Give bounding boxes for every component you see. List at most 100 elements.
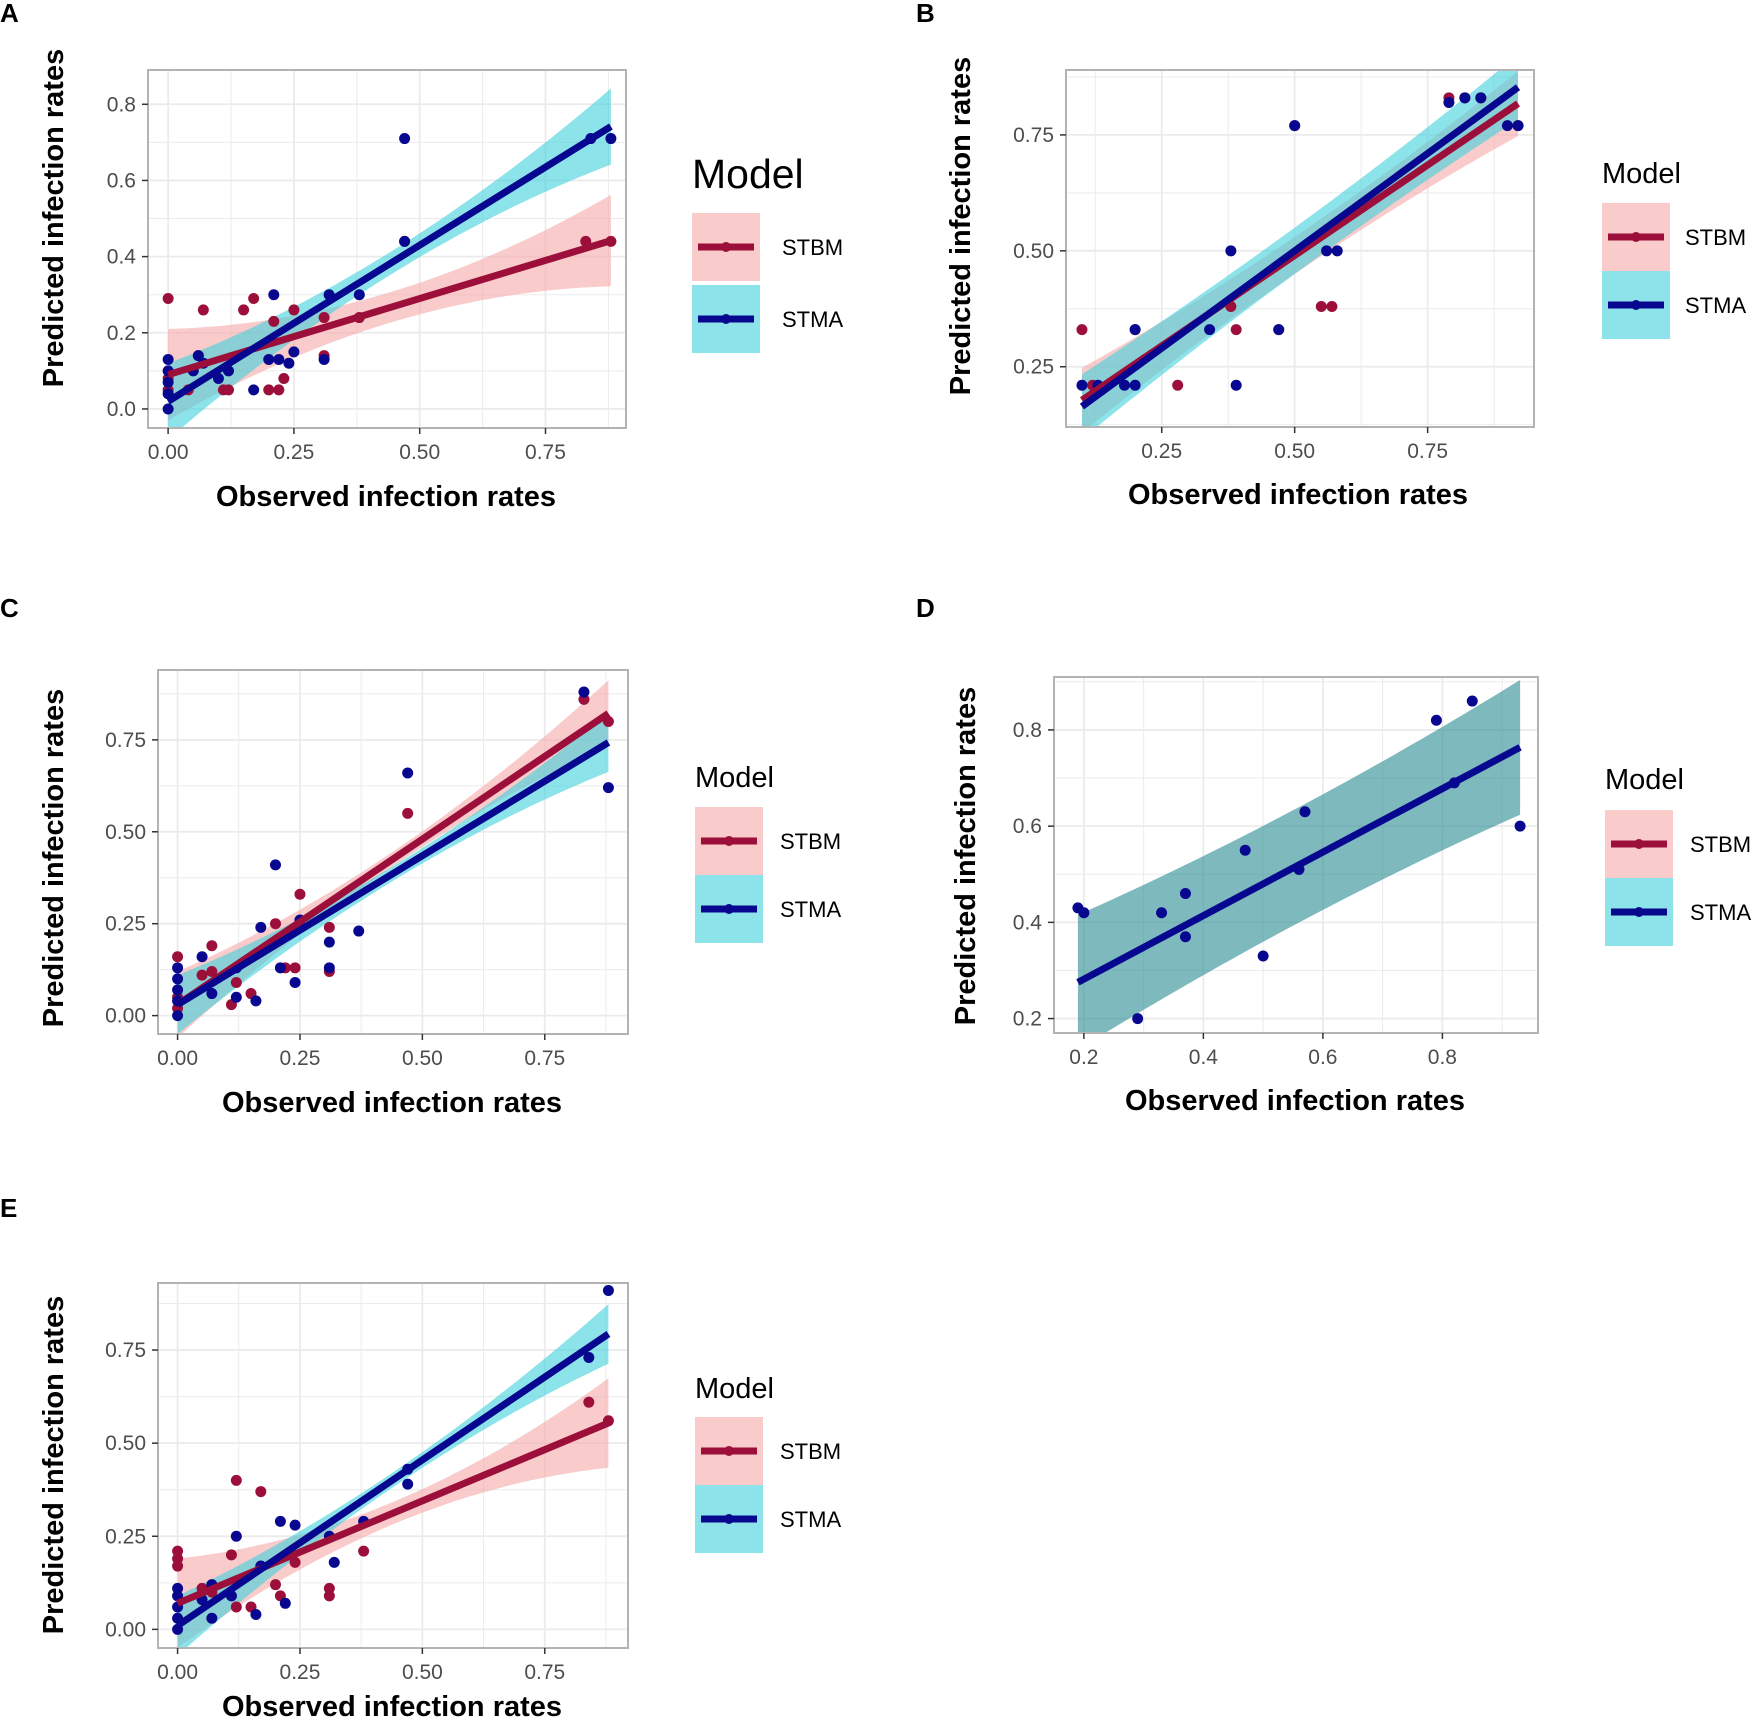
legend-entry-label: STBM [1690, 832, 1751, 857]
data-point-stma [318, 353, 330, 365]
y-tick-label: 0.6 [1013, 815, 1042, 838]
data-point-stbm [1326, 300, 1338, 312]
data-point-stma [250, 995, 262, 1007]
data-point-stbm [278, 372, 290, 384]
data-point-stma [1512, 120, 1524, 132]
data-point-stma [402, 767, 414, 779]
panel-label: B [916, 0, 935, 28]
y-tick-label: 0.75 [105, 729, 146, 752]
y-axis-title: Predicted infection rates [38, 689, 70, 1027]
panel-e: E 0.00 0.25 0.50 0.75 0.00 0.25 0.50 0.75 Observe… [0, 1193, 841, 1718]
data-point-stma [1132, 1013, 1144, 1025]
data-point-stbm [263, 384, 275, 396]
data-point-stma [578, 686, 590, 698]
legend-title: Model [1602, 158, 1681, 190]
data-point-stma [1179, 931, 1191, 943]
data-point-stbm [255, 1486, 267, 1498]
x-tick-label: 0.25 [280, 1047, 321, 1070]
data-point-stma [353, 925, 365, 937]
legend-title: Model [692, 151, 804, 197]
data-point-stma [172, 973, 184, 985]
data-point-stma [270, 859, 281, 871]
data-point-stbm [273, 384, 285, 396]
data-point-stbm [197, 304, 209, 316]
plot-layer [172, 1284, 614, 1648]
legend-key-dot [721, 314, 731, 324]
plot-layer [162, 88, 617, 428]
data-point-stbm [206, 940, 218, 952]
y-tick-label: 0.0 [107, 398, 136, 421]
y-tick-label: 0.25 [1013, 356, 1054, 379]
data-point-stma [288, 346, 300, 358]
x-tick-label: 0.75 [525, 441, 566, 464]
legend-key-stma [695, 875, 763, 943]
legend-title: Model [695, 1373, 774, 1405]
data-point-stma [1273, 324, 1285, 336]
data-point-stma [399, 133, 411, 145]
y-tick-label: 0.4 [1013, 911, 1043, 934]
data-point-stma [1443, 96, 1455, 108]
data-point-stbm [289, 962, 301, 974]
data-point-stma [162, 403, 174, 415]
x-tick-label: 0.6 [1308, 1046, 1337, 1069]
data-point-stma [289, 977, 301, 989]
legend-key-dot [721, 242, 731, 252]
plot-layer [172, 680, 614, 1034]
y-axis-title: Predicted infection rates [38, 49, 70, 387]
y-tick-label: 0.50 [105, 1432, 146, 1455]
legend-entry-label: STMA [782, 307, 843, 332]
legend-entry-label: STBM [780, 829, 841, 854]
y-axis-title: Predicted infection rates [950, 687, 982, 1025]
y-tick-label: 0.4 [107, 246, 137, 269]
x-axis-title: Observed infection rates [1125, 1085, 1465, 1117]
x-tick-label: 0.50 [399, 441, 440, 464]
data-point-stma [328, 1556, 340, 1568]
fit-line-stma [1079, 84, 1521, 410]
legend: Model STBM STMA [695, 1373, 841, 1553]
data-point-stma [583, 1351, 595, 1363]
data-point-stbm [223, 384, 235, 396]
legend-key-stbm [695, 1417, 763, 1485]
x-tick-label: 0.00 [157, 1661, 198, 1684]
x-tick-label: 0.50 [1274, 440, 1315, 463]
data-point-stbm [1315, 300, 1327, 312]
plot-layer [1072, 680, 1526, 1033]
data-point-stma [1129, 324, 1141, 336]
data-point-stma [1331, 245, 1343, 257]
x-tick-label: 0.75 [524, 1047, 565, 1070]
panel-label: E [0, 1193, 17, 1223]
data-point-stma [172, 1010, 184, 1022]
data-point-stma [605, 133, 617, 145]
data-point-stbm [270, 1579, 281, 1591]
x-tick-label: 0.50 [402, 1661, 443, 1684]
y-tick-label: 0.2 [1013, 1008, 1042, 1031]
legend: Model STBM STMA [1605, 764, 1751, 946]
legend-key-dot [724, 1446, 734, 1456]
panel-a: A 0.00 0.25 0.50 0.75 0.0 0.2 0.4 0.6 0.8 Observed… [0, 0, 843, 513]
data-point-stma [1289, 120, 1301, 132]
data-point-stbm [1076, 324, 1088, 336]
legend: Model STBM STMA [692, 151, 843, 353]
data-point-stbm [1230, 324, 1242, 336]
data-point-stbm [230, 977, 242, 989]
plot-layer [1076, 70, 1524, 427]
legend-entry-label: STMA [1690, 900, 1751, 925]
plot-border [157, 1282, 629, 1649]
fit-line-stma [175, 739, 611, 1008]
data-point-stma [1179, 887, 1191, 899]
data-point-stma [289, 1519, 301, 1531]
x-axis-title: Observed infection rates [1128, 479, 1468, 511]
data-point-stma [602, 782, 614, 794]
legend-key-stbm [1602, 203, 1670, 271]
data-point-stbm [206, 965, 218, 977]
legend-entry-label: STBM [780, 1439, 841, 1464]
y-tick-label: 0.75 [1013, 124, 1054, 147]
x-tick-label: 0.00 [157, 1047, 198, 1070]
data-point-stma [196, 951, 208, 963]
data-point-stbm [294, 888, 306, 900]
y-tick-label: 0.25 [105, 1525, 146, 1548]
data-point-stma [255, 921, 267, 933]
data-point-stma [353, 289, 365, 301]
data-point-stbm [583, 1396, 595, 1408]
legend-key-dot [724, 904, 734, 914]
